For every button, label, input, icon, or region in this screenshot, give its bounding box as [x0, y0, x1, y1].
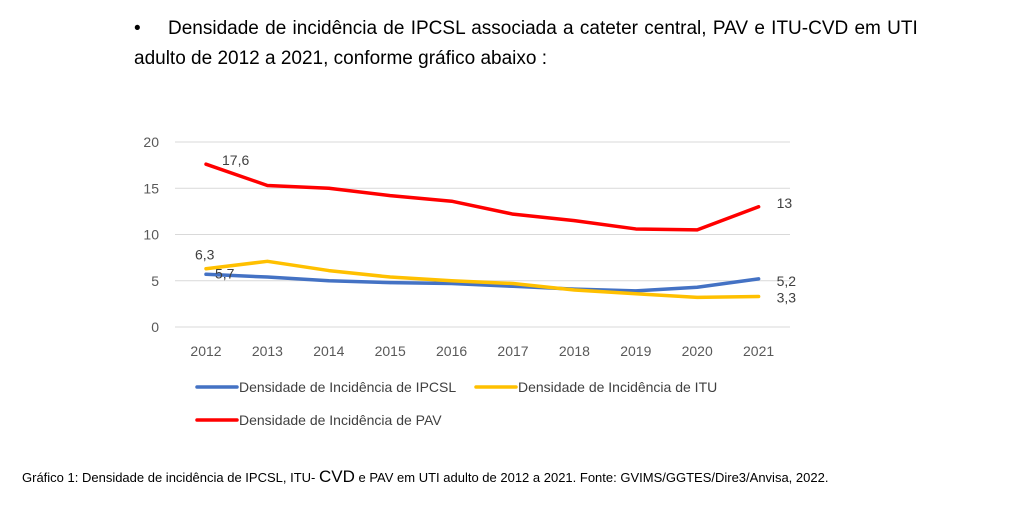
caption-part-1: Gráfico 1: Densidade de incidência de IP… [22, 470, 319, 485]
y-tick-label-10: 10 [143, 227, 159, 243]
data-point-2-1 [265, 183, 269, 187]
series-line-2 [204, 162, 761, 232]
data-point-0-0 [204, 272, 208, 276]
data-point-0-5 [511, 284, 515, 288]
data-point-0-3 [388, 281, 392, 285]
caption-part-2: CVD [318, 467, 355, 486]
data-point-1-1 [265, 259, 269, 263]
data-point-1-3 [388, 275, 392, 279]
data-point-1-4 [450, 279, 454, 283]
data-point-2-6 [572, 219, 576, 223]
data-label-0-0: 5,7 [215, 265, 235, 281]
intro-line-2: adulto de 2012 a 2021, conforme gráfico … [134, 48, 548, 69]
data-label-0-9: 5,2 [777, 273, 797, 289]
intro-bullet-line: Densidade de incidência de IPCSL associa… [134, 14, 992, 44]
x-tick-label-2016: 2016 [436, 343, 467, 359]
legend-label-0: Densidade de Incidência de IPCSL [239, 379, 456, 395]
x-tick-label-2021: 2021 [743, 343, 774, 359]
x-tick-label-2014: 2014 [313, 343, 344, 359]
series-line-1 [204, 259, 761, 300]
line-chart: 0 5 10 15 20 2012 2013 2014 2015 2016 2017 2018 2019… [143, 134, 797, 428]
data-label-2-9: 13 [777, 195, 793, 211]
x-tick-label-2015: 2015 [375, 343, 406, 359]
data-point-1-9 [757, 294, 761, 298]
data-point-1-7 [634, 292, 638, 296]
x-tick-label-2017: 2017 [497, 343, 528, 359]
data-point-0-4 [450, 282, 454, 286]
data-point-1-0 [204, 267, 208, 271]
data-point-2-4 [450, 199, 454, 203]
data-point-0-8 [695, 285, 699, 289]
data-point-0-7 [634, 289, 638, 293]
data-point-1-6 [572, 288, 576, 292]
x-tick-label-2018: 2018 [559, 343, 590, 359]
data-point-2-8 [695, 228, 699, 232]
data-point-1-2 [327, 269, 331, 273]
y-tick-label-0: 0 [151, 319, 159, 335]
legend-label-2: Densidade de Incidência de PAV [239, 412, 442, 428]
data-point-2-2 [327, 186, 331, 190]
x-tick-label-2019: 2019 [620, 343, 651, 359]
data-label-2-0: 17,6 [222, 152, 249, 168]
figure-caption: Gráfico 1: Densidade de incidência de IP… [22, 467, 1012, 487]
data-label-1-0: 6,3 [195, 247, 215, 263]
x-tick-label-2020: 2020 [682, 343, 713, 359]
data-point-1-8 [695, 295, 699, 299]
caption-part-3: e PAV em UTI adulto de 2012 a 2021. Font… [354, 470, 829, 485]
data-label-1-9: 3,3 [777, 289, 797, 305]
data-point-2-3 [388, 194, 392, 198]
data-point-2-0 [204, 162, 208, 166]
legend-label-1: Densidade de Incidência de ITU [518, 379, 717, 395]
data-point-0-1 [265, 275, 269, 279]
data-point-1-5 [511, 282, 515, 286]
data-point-2-5 [511, 212, 515, 216]
intro-paragraph: Densidade de incidência de IPCSL associa… [134, 14, 992, 74]
data-point-2-7 [634, 227, 638, 231]
data-point-0-9 [757, 277, 761, 281]
y-tick-label-20: 20 [143, 134, 159, 150]
series-line-0 [204, 272, 761, 293]
data-point-0-2 [327, 279, 331, 283]
y-tick-label-15: 15 [143, 180, 159, 196]
x-tick-label-2012: 2012 [190, 343, 221, 359]
data-point-2-9 [757, 205, 761, 209]
x-tick-label-2013: 2013 [252, 343, 283, 359]
intro-line-1: Densidade de incidência de IPCSL associa… [168, 18, 918, 39]
y-tick-label-5: 5 [151, 273, 159, 289]
